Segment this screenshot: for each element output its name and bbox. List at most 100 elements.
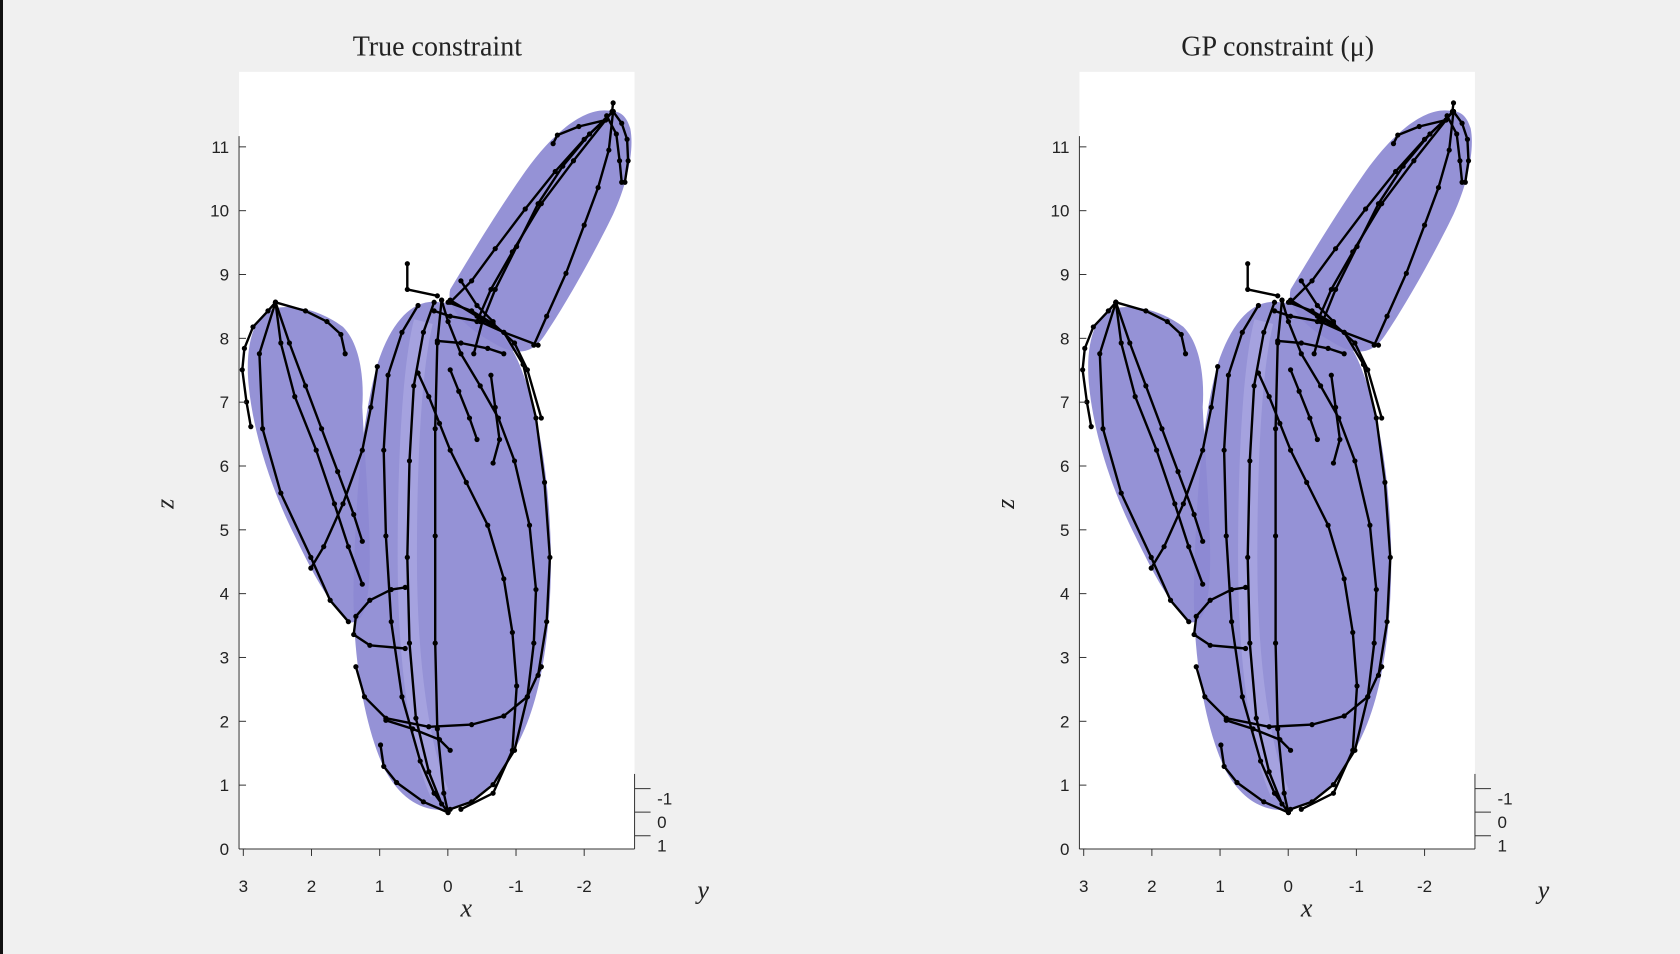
trajectory-point <box>359 538 365 544</box>
trajectory-point <box>533 415 539 421</box>
trajectory-point <box>1328 372 1334 378</box>
trajectory-point <box>490 790 496 796</box>
trajectory-line <box>382 304 450 814</box>
trajectory-point <box>1097 351 1103 357</box>
trajectory-point <box>345 544 351 550</box>
trajectory-point <box>1298 351 1304 357</box>
trajectory-point <box>420 329 427 335</box>
trajectory-point <box>1182 351 1189 357</box>
trajectory-point <box>514 243 520 250</box>
trajectory-point <box>1245 261 1251 267</box>
trajectory-point <box>1395 132 1401 138</box>
trajectory-point <box>302 383 309 389</box>
trajectory-point <box>535 342 541 348</box>
trajectory-point <box>1272 533 1279 539</box>
trajectory-point <box>492 404 498 410</box>
trajectory-line <box>1274 309 1392 676</box>
x-axis <box>1079 848 1475 856</box>
trajectory-point <box>458 278 464 284</box>
trajectory-point <box>1148 565 1154 571</box>
z-tick-label: 6 <box>1060 457 1069 476</box>
trajectory-line <box>416 372 518 811</box>
trajectory-point <box>1465 158 1472 164</box>
trajectory-line <box>489 375 501 464</box>
trajectory-point <box>474 302 480 309</box>
trajectory-point <box>1298 278 1304 284</box>
trajectory-point <box>1271 790 1278 796</box>
trajectory-point <box>402 645 408 652</box>
y-tick-label: 0 <box>657 813 666 832</box>
trajectory-point <box>477 383 483 389</box>
trajectory-point <box>402 584 408 591</box>
trajectory-point <box>381 447 387 453</box>
trajectory-point <box>1309 278 1315 284</box>
trajectory-point <box>399 694 405 700</box>
trajectory-point <box>1365 694 1371 700</box>
trajectory-point <box>496 436 503 443</box>
trajectory-point <box>1272 426 1279 432</box>
trajectory-point <box>1373 415 1379 421</box>
trajectory-point <box>404 286 410 293</box>
trajectory-point <box>1454 131 1460 137</box>
trajectory-point <box>436 420 443 427</box>
trajectory-point <box>1247 640 1253 646</box>
trajectory-point <box>1251 383 1257 389</box>
y-axis-label: y <box>1535 875 1550 904</box>
trajectory-point <box>1271 308 1278 314</box>
trajectory-point <box>610 108 616 115</box>
trajectory-point <box>1261 799 1267 805</box>
trajectory-point <box>340 501 346 507</box>
trajectory-point <box>272 299 279 305</box>
trajectory-point <box>477 318 483 325</box>
y-tick-label: 0 <box>1497 813 1506 832</box>
trajectory-point <box>610 100 616 106</box>
trajectory-point <box>1367 522 1373 528</box>
trajectory-point <box>399 329 405 335</box>
trajectory-point <box>552 168 558 175</box>
trajectory-point <box>1387 554 1393 560</box>
trajectory-point <box>404 554 410 560</box>
trajectory-point <box>431 308 437 314</box>
trajectory-point <box>1309 722 1315 728</box>
trajectory-point <box>368 404 374 410</box>
trajectory-point <box>1275 293 1281 299</box>
trajectory-point <box>619 179 625 185</box>
trajectory-point <box>1161 544 1167 550</box>
trajectory-point <box>1266 769 1272 775</box>
trajectory-point <box>431 790 437 796</box>
trajectory-point <box>1416 123 1422 130</box>
trajectory-point <box>560 163 566 169</box>
trajectory-point <box>1354 243 1360 250</box>
trajectory-line <box>440 299 538 811</box>
trajectory-point <box>1390 141 1397 147</box>
trajectory-point <box>256 351 263 357</box>
trajectory-line <box>1287 301 1383 419</box>
trajectory-line <box>354 666 543 728</box>
trajectory-point <box>1247 458 1253 464</box>
trajectory-point <box>501 576 507 582</box>
trajectory-point <box>1088 424 1094 430</box>
trajectory-point <box>1287 747 1294 753</box>
trajectory-point <box>367 642 373 648</box>
trajectory-point <box>1287 313 1294 319</box>
trajectory-point <box>1167 597 1174 603</box>
trajectory-point <box>361 694 368 700</box>
trajectory-point <box>1200 581 1206 587</box>
z-tick-label: 11 <box>211 138 229 157</box>
trajectory-line <box>434 299 450 813</box>
y-axis <box>1474 773 1491 849</box>
trajectory-point <box>1255 302 1262 309</box>
trajectory-series <box>1080 100 1472 816</box>
trajectory-point <box>1330 782 1337 788</box>
trajectory-point <box>509 747 515 753</box>
trajectory-series <box>239 100 631 816</box>
trajectory-point <box>426 394 432 400</box>
trajectory-point <box>308 554 314 560</box>
trajectory-point <box>492 246 498 252</box>
trajectory-point <box>1242 645 1249 652</box>
z-tick-label: 9 <box>1060 266 1069 285</box>
trajectory-point <box>335 469 341 475</box>
trajectory-point <box>526 522 533 528</box>
trajectory-point <box>458 806 464 812</box>
trajectory-point <box>1178 331 1184 338</box>
